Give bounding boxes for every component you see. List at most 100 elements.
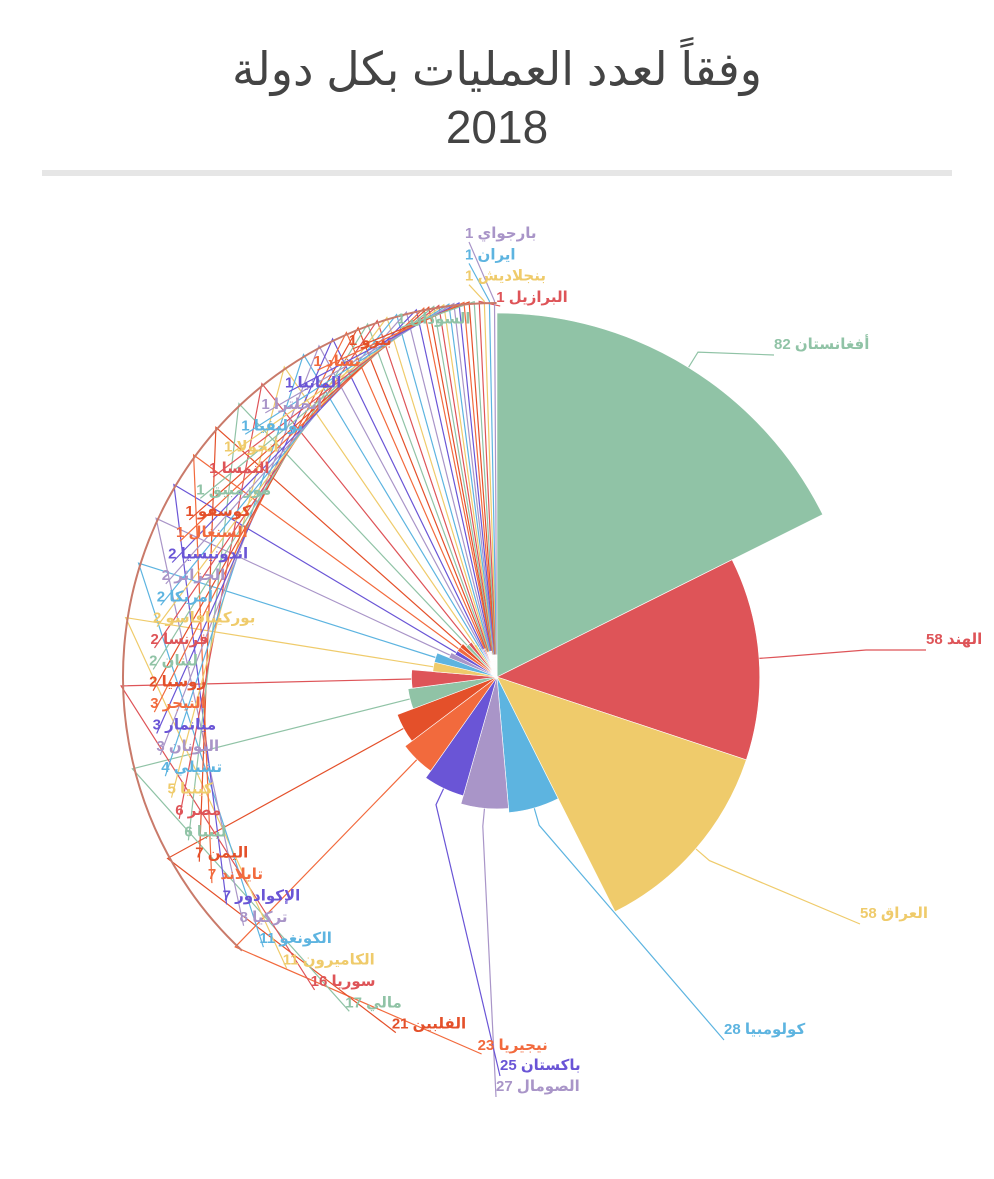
pie-slice xyxy=(496,312,824,678)
leader-line xyxy=(198,426,462,862)
slice-label-value: 28 xyxy=(724,1021,741,1038)
slice-label-value: 1 xyxy=(349,332,357,349)
slice-label-value: 2 xyxy=(149,652,157,669)
slices xyxy=(396,312,824,913)
leader-line xyxy=(199,305,494,656)
slice-label: تركيا 8 xyxy=(240,909,288,926)
pie-slice xyxy=(425,676,498,797)
slice-label-name: بوركينافاسو xyxy=(161,610,255,627)
slice-label: روسيا 2 xyxy=(149,674,206,691)
slice-label-value: 2 xyxy=(153,610,161,627)
pie-slice xyxy=(496,676,559,813)
slice-label-value: 16 xyxy=(311,973,328,990)
slice-label-value: 2 xyxy=(157,588,165,605)
slice-label: تايلاند 7 xyxy=(208,866,263,883)
slice-label-name: السنغال xyxy=(184,524,247,541)
leader-line xyxy=(153,331,486,713)
slice-label-name: أمريكا xyxy=(165,586,213,605)
leader-line xyxy=(478,300,501,655)
slice-label: بارجواي 1 xyxy=(465,225,537,243)
slice-label: سوريا 16 xyxy=(311,973,376,990)
leader-line xyxy=(188,306,494,656)
leader-line xyxy=(160,313,491,652)
leader-line xyxy=(152,322,489,670)
slice-label-name: النمسا xyxy=(217,460,269,477)
slice-label: فرنسا 2 xyxy=(150,631,208,648)
pie-slice xyxy=(496,559,760,761)
leader-line xyxy=(173,483,457,905)
slice-label-name: باكستان xyxy=(517,1057,581,1074)
pie-slice xyxy=(396,676,498,742)
slice-label-name: لبنان xyxy=(158,652,198,669)
slice-label-name: ليبيا xyxy=(193,823,227,840)
slice-label-value: 11 xyxy=(259,930,275,947)
slice-label-name: اليونان xyxy=(165,738,220,755)
slice-label-name: البرازيل xyxy=(505,289,568,306)
slice-label: نيجيريا 23 xyxy=(478,1037,548,1054)
slice-label-value: 2 xyxy=(162,567,170,584)
slice-label-name: تشيلي xyxy=(170,759,223,776)
leader-line xyxy=(154,319,490,653)
slice-label: لبنان 2 xyxy=(149,652,198,669)
slice-label-value: 1 xyxy=(261,396,269,413)
slice-label-value: 1 xyxy=(196,481,204,498)
slice-label-name: الكونغو xyxy=(275,930,332,947)
slice-label-value: 58 xyxy=(860,905,877,922)
slice-label-value: 3 xyxy=(150,695,158,712)
slice-label-name: السودان xyxy=(405,310,470,327)
slice-label: الفلبين 21 xyxy=(392,1016,466,1033)
slice-label-name: الهند xyxy=(943,631,983,648)
slice-label-value: 2 xyxy=(149,674,157,691)
slice-label-value: 1 xyxy=(313,353,321,370)
leader-line xyxy=(179,307,494,656)
slice-label: انجلترا 1 xyxy=(261,396,322,413)
slice-label: بوركينافاسو 2 xyxy=(153,610,255,627)
slice-label-value: 11 xyxy=(283,952,299,969)
slice-label: البرازيل 1 xyxy=(496,289,568,306)
slice-label: كينيا 5 xyxy=(168,781,214,798)
slice-label: أفغانستان 82 xyxy=(774,334,869,353)
slice-label-name: الجزائر xyxy=(170,567,225,584)
pie-slice xyxy=(468,641,498,678)
slice-label: أمريكا 2 xyxy=(157,586,213,605)
leader-line xyxy=(234,759,482,1055)
leader-line xyxy=(227,303,495,656)
leader-line xyxy=(288,301,496,655)
slice-label-name: الكاميرون xyxy=(299,952,375,969)
leader-line xyxy=(533,807,725,1041)
slice-label-value: 7 xyxy=(208,866,216,883)
slice-label-value: 1 xyxy=(465,268,473,285)
slice-label-name: أنجولا xyxy=(232,437,278,456)
slice-label: ميانمار 3 xyxy=(153,716,217,733)
leader-line xyxy=(178,382,471,820)
slice-label-value: 4 xyxy=(161,759,170,776)
slice-label-value: 1 xyxy=(185,503,193,520)
leader-line xyxy=(164,353,480,777)
leader-line xyxy=(695,848,861,925)
slice-label-name: نيجيريا xyxy=(494,1037,547,1054)
chart-title: وفقاً لعدد العمليات بكل دولة 2018 xyxy=(0,40,994,156)
slice-label: كولومبيا 28 xyxy=(724,1021,805,1038)
slice-label: الجزائر 2 xyxy=(162,567,226,584)
slice-label-name: فرنسا xyxy=(159,631,209,648)
slice-label-value: 7 xyxy=(223,887,231,904)
leader-line xyxy=(171,308,492,652)
slice-label-name: ميانمار xyxy=(161,716,216,733)
slice-label-value: 23 xyxy=(478,1037,495,1054)
slice-label-name: أفغانستان xyxy=(791,334,870,353)
slice-label: الكونغو 11 xyxy=(259,930,331,947)
leader-line xyxy=(156,337,485,734)
slice-label: تشاد 1 xyxy=(313,353,360,370)
leader-line xyxy=(192,453,459,884)
pie-slice xyxy=(407,676,498,710)
slice-label: الهند 58 xyxy=(926,631,982,648)
slice-label-value: 1 xyxy=(241,417,249,434)
leader-line xyxy=(166,727,404,1034)
slice-label-value: 6 xyxy=(175,802,183,819)
slice-label-name: موزمبيق xyxy=(205,481,272,498)
slice-label: اليونان 3 xyxy=(156,738,219,755)
slice-label-name: بوليفيا xyxy=(250,417,304,434)
slice-label: ايران 1 xyxy=(465,246,516,263)
pie-slice xyxy=(404,676,498,772)
